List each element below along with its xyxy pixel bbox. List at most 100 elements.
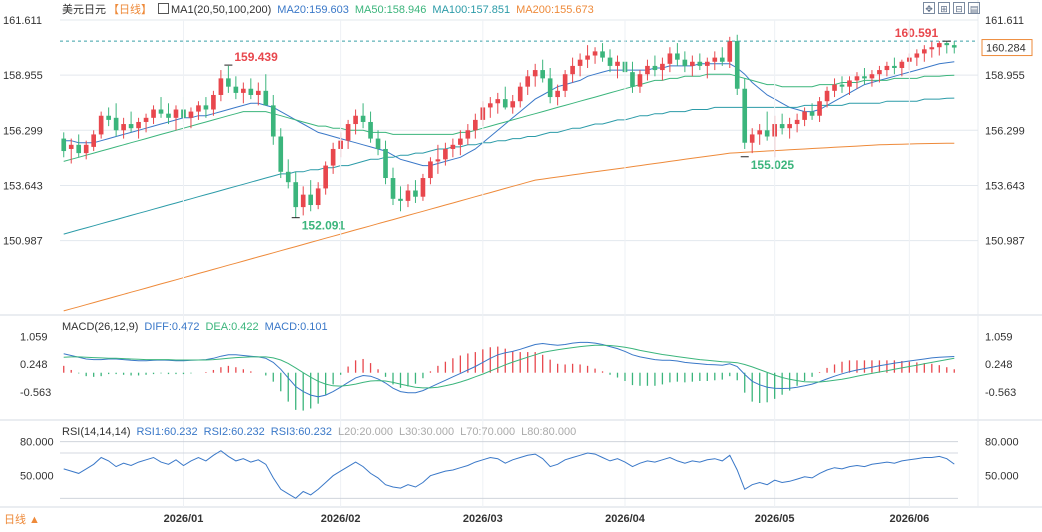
settings-icon[interactable]: ▤	[968, 2, 980, 14]
candle	[555, 90, 560, 98]
candle	[502, 99, 508, 108]
price-tick-label-right: 150.987	[985, 236, 1025, 248]
candle	[854, 76, 860, 81]
candle	[660, 63, 665, 71]
extreme-label: 160.591	[895, 26, 939, 40]
candle	[360, 115, 366, 122]
candle	[847, 80, 852, 87]
macd-legend: MACD(26,12,9) DIFF:0.472 DEA:0.422 MACD:0.1…	[62, 320, 334, 334]
candle	[375, 138, 381, 149]
candle	[675, 53, 680, 60]
candle	[420, 178, 426, 197]
candle	[764, 130, 770, 137]
candle	[779, 124, 785, 129]
candle	[233, 86, 239, 93]
ma-settings-icon[interactable]	[158, 3, 169, 14]
x-tick-label: 2026/01	[164, 513, 204, 525]
candle	[465, 130, 471, 139]
candle	[285, 171, 291, 183]
rsi2-legend: RSI2:60.232	[203, 426, 265, 438]
candle	[652, 65, 658, 71]
move-icon[interactable]: ✥	[923, 2, 935, 14]
candle	[922, 49, 927, 54]
ma-line-ma100	[63, 97, 955, 235]
candle	[899, 61, 905, 68]
zoom-in-icon[interactable]: ⊞	[938, 2, 950, 14]
candle	[203, 105, 209, 110]
price-tick-label-left: 161.611	[3, 15, 42, 27]
candle	[173, 109, 179, 118]
candle	[749, 134, 755, 143]
candle	[293, 182, 299, 208]
candle	[211, 94, 216, 110]
candle	[76, 144, 82, 154]
candle	[151, 109, 156, 118]
candle	[936, 43, 942, 48]
candle	[83, 144, 89, 154]
candle	[817, 101, 822, 116]
macd-value: MACD:0.101	[264, 321, 328, 333]
price-tick-label-left: 156.299	[3, 125, 43, 137]
candle	[278, 136, 284, 172]
candle	[61, 138, 67, 152]
zoom-out-icon[interactable]: ⊟	[953, 2, 965, 14]
macd-tick-label-right: 0.248	[985, 359, 1013, 371]
candle	[473, 119, 478, 131]
candle	[532, 70, 538, 77]
rsi-title: RSI(14,14,14)	[62, 426, 131, 438]
candle	[390, 178, 396, 199]
period-button[interactable]: 日线 ▲	[4, 514, 40, 526]
candle	[196, 105, 201, 112]
candle	[458, 138, 463, 145]
period-label[interactable]: 【日线】	[108, 4, 152, 16]
last-price-tag	[981, 39, 1033, 57]
candle	[727, 40, 733, 62]
candle	[630, 72, 635, 87]
rsi-line	[63, 450, 955, 499]
rsi3-legend: RSI3:60.232	[270, 426, 332, 438]
candle	[869, 74, 875, 79]
macd-title: MACD(26,12,9)	[62, 321, 139, 333]
ma100-legend: MA100:157.851	[432, 4, 511, 16]
extreme-label: 159.439	[234, 50, 278, 64]
candle	[824, 90, 830, 102]
candle	[637, 74, 643, 87]
candle	[428, 161, 433, 179]
candle	[704, 61, 710, 66]
candle	[884, 65, 890, 71]
l30-legend: L30:30.000	[399, 426, 455, 438]
candle	[91, 134, 96, 147]
candle	[308, 194, 314, 206]
ma50-legend: MA50:158.946	[354, 4, 427, 16]
candle	[682, 59, 688, 66]
candle	[951, 45, 957, 48]
candle	[345, 124, 351, 141]
ma-label: MA1(20,50,100,200)	[171, 4, 272, 16]
extreme-label: 152.091	[302, 219, 346, 233]
x-tick-label: 2026/02	[321, 513, 361, 525]
x-tick-label: 2026/03	[463, 513, 503, 525]
macd-tick-label-right: -0.563	[985, 387, 1016, 399]
candle	[944, 43, 950, 46]
candle	[585, 55, 590, 60]
macd-dea-line	[63, 344, 955, 389]
candle	[547, 78, 553, 98]
macd-tick-label-left: 1.059	[20, 331, 48, 343]
x-tick-label: 2026/06	[889, 513, 929, 525]
candle	[143, 117, 149, 122]
price-tick-label-right: 161.611	[985, 15, 1024, 27]
candle	[255, 90, 261, 95]
candle	[495, 99, 501, 104]
candle	[517, 86, 523, 102]
macd-tick-label-left: 0.248	[20, 359, 48, 371]
candle	[570, 65, 575, 75]
candle	[794, 119, 800, 125]
candle	[525, 76, 531, 87]
x-tick-label: 2026/04	[605, 513, 646, 525]
candle	[315, 188, 321, 206]
candle	[443, 148, 448, 160]
candle	[383, 148, 388, 179]
candle	[300, 194, 306, 208]
